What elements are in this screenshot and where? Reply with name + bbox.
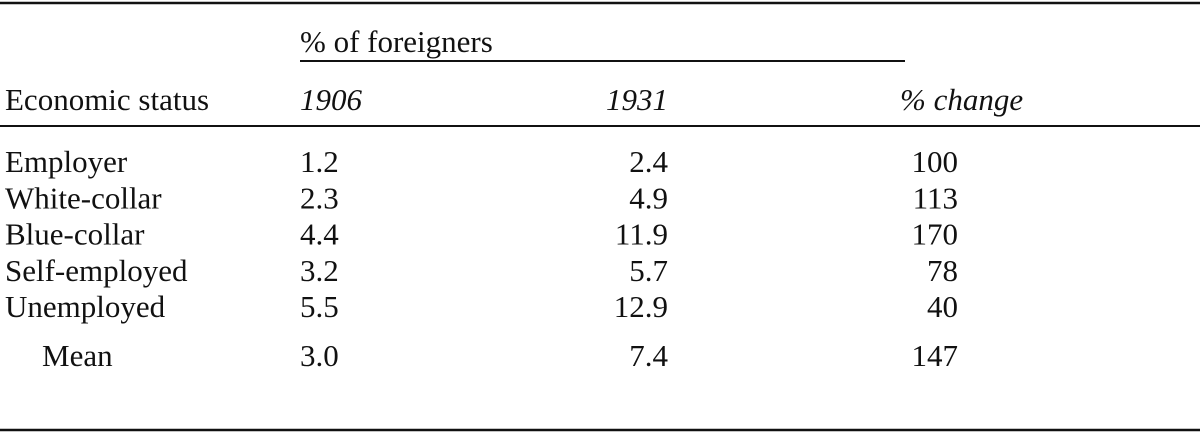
row-label: Mean [42, 338, 113, 373]
cell: 12.9 [614, 289, 668, 324]
cell: 7.4 [629, 338, 668, 373]
row-label: Blue-collar [5, 217, 145, 252]
group-header: % of foreigners [300, 24, 493, 59]
cell: 5.5 [300, 289, 339, 324]
cell: 3.0 [300, 338, 339, 373]
cell: 4.9 [629, 180, 668, 215]
cell: 147 [912, 338, 959, 373]
cell: 5.7 [629, 253, 668, 288]
cell: 1.2 [300, 144, 339, 179]
cell: 100 [912, 144, 959, 179]
row-label: Unemployed [5, 289, 166, 324]
row-label: Self-employed [5, 253, 188, 288]
row-label: Employer [5, 144, 128, 179]
cell: 4.4 [300, 217, 339, 252]
cell: 113 [913, 180, 958, 215]
cell: 78 [927, 253, 958, 288]
column-header: % change [900, 82, 1023, 117]
cell: 170 [912, 217, 959, 252]
column-header: Economic status [5, 82, 209, 117]
row-label: White-collar [5, 180, 162, 215]
cell: 11.9 [615, 217, 668, 252]
cell: 2.3 [300, 180, 339, 215]
column-header: 1906 [300, 82, 363, 117]
column-header: 1931 [606, 82, 668, 117]
cell: 40 [927, 289, 958, 324]
cell: 3.2 [300, 253, 339, 288]
cell: 2.4 [629, 144, 668, 179]
